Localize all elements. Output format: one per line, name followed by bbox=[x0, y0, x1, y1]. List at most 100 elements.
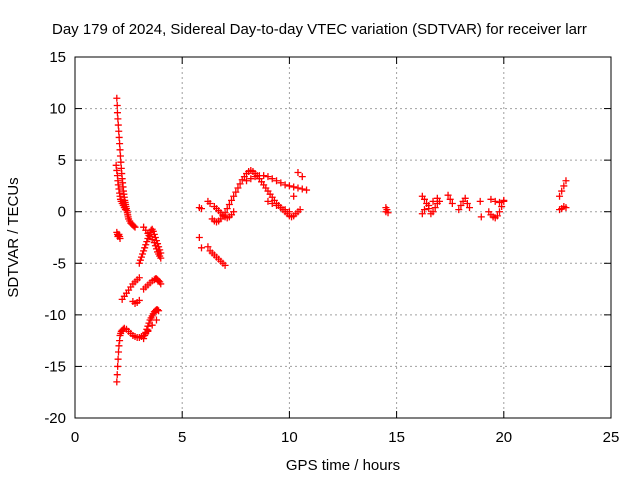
y-tick-label: -5 bbox=[53, 255, 66, 272]
data-point bbox=[156, 246, 164, 254]
y-tick-label: 10 bbox=[49, 101, 66, 118]
data-point bbox=[149, 227, 157, 235]
data-point bbox=[113, 94, 121, 102]
data-point bbox=[135, 296, 143, 304]
data-point bbox=[148, 321, 156, 329]
y-tick-label: 5 bbox=[58, 152, 66, 169]
y-tick-label: -15 bbox=[44, 358, 66, 375]
data-point bbox=[145, 231, 153, 239]
data-point bbox=[247, 175, 255, 183]
data-point bbox=[232, 188, 240, 196]
data-point bbox=[197, 244, 205, 252]
data-point bbox=[560, 182, 568, 190]
data-point bbox=[477, 213, 485, 221]
data-point bbox=[113, 109, 121, 117]
data-point bbox=[285, 208, 293, 216]
data-point bbox=[496, 208, 504, 216]
chart-title: Day 179 of 2024, Sidereal Day-to-day VTE… bbox=[52, 21, 587, 38]
data-point bbox=[298, 185, 306, 193]
data-point bbox=[260, 172, 268, 180]
y-axis-title: SDTVAR / TECUs bbox=[5, 177, 22, 297]
data-point bbox=[225, 200, 233, 208]
data-point bbox=[444, 191, 452, 199]
data-point bbox=[121, 206, 129, 214]
data-point bbox=[268, 199, 276, 207]
data-point bbox=[461, 194, 469, 202]
data-point bbox=[383, 206, 391, 214]
data-point bbox=[228, 196, 236, 204]
data-point bbox=[298, 173, 306, 181]
data-point bbox=[221, 209, 229, 217]
data-point bbox=[154, 240, 162, 248]
data-point bbox=[114, 121, 122, 129]
data-point bbox=[420, 206, 428, 214]
data-point bbox=[463, 199, 471, 207]
data-point bbox=[448, 199, 456, 207]
data-point bbox=[420, 195, 428, 203]
data-point bbox=[115, 133, 123, 141]
points-layer bbox=[112, 94, 570, 386]
data-point bbox=[236, 180, 244, 188]
data-point bbox=[465, 204, 473, 212]
data-point bbox=[144, 235, 152, 243]
x-tick-label: 20 bbox=[495, 429, 512, 446]
data-point bbox=[498, 203, 506, 211]
data-point bbox=[113, 371, 121, 379]
data-point bbox=[117, 158, 125, 166]
data-point bbox=[206, 199, 214, 207]
data-point bbox=[223, 205, 231, 213]
x-tick-label: 0 bbox=[71, 429, 79, 446]
data-point bbox=[136, 256, 144, 264]
x-axis-title: GPS time / hours bbox=[286, 457, 400, 474]
data-point bbox=[115, 127, 123, 135]
data-point bbox=[155, 243, 163, 251]
data-point bbox=[221, 261, 229, 269]
data-point bbox=[139, 250, 147, 258]
data-point bbox=[114, 115, 122, 123]
data-point bbox=[431, 204, 439, 212]
data-point bbox=[277, 204, 285, 212]
data-point bbox=[116, 152, 124, 160]
data-point bbox=[562, 177, 570, 185]
data-point bbox=[116, 140, 124, 148]
data-point bbox=[143, 325, 151, 333]
data-point bbox=[294, 184, 302, 192]
data-point bbox=[116, 146, 124, 154]
data-point bbox=[281, 206, 289, 214]
data-point bbox=[558, 187, 566, 195]
data-point bbox=[135, 274, 143, 282]
y-tick-label: -10 bbox=[44, 307, 66, 324]
data-point bbox=[556, 192, 564, 200]
data-point bbox=[114, 355, 122, 363]
x-tick-label: 15 bbox=[388, 429, 405, 446]
data-point bbox=[131, 223, 139, 231]
data-point bbox=[152, 316, 160, 324]
data-point bbox=[296, 206, 304, 214]
data-point bbox=[285, 182, 293, 190]
data-point bbox=[433, 194, 441, 202]
data-point bbox=[137, 253, 145, 261]
data-point bbox=[273, 177, 281, 185]
data-point bbox=[140, 331, 148, 339]
data-point bbox=[155, 307, 163, 315]
data-point bbox=[150, 230, 158, 238]
data-point bbox=[455, 206, 463, 214]
y-tick-label: -20 bbox=[44, 410, 66, 427]
data-point bbox=[204, 243, 212, 251]
data-point bbox=[130, 222, 138, 230]
data-point bbox=[113, 378, 121, 386]
data-point bbox=[493, 212, 501, 220]
data-point bbox=[113, 101, 121, 109]
data-point bbox=[384, 209, 392, 217]
data-point bbox=[251, 173, 259, 181]
plot-frame bbox=[74, 56, 612, 419]
y-tick-label: 0 bbox=[58, 204, 66, 221]
data-point bbox=[143, 238, 151, 246]
data-point bbox=[135, 259, 143, 267]
data-point bbox=[425, 202, 433, 210]
data-point bbox=[294, 169, 302, 177]
data-point bbox=[243, 177, 251, 185]
x-tick-label: 10 bbox=[281, 429, 298, 446]
data-point bbox=[157, 280, 165, 288]
